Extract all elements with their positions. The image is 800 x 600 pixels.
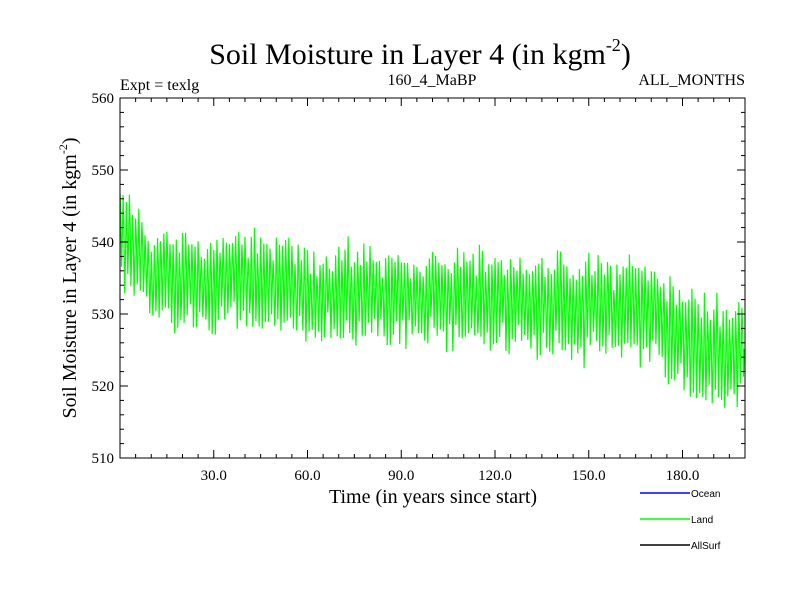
x-tick-label: 60.0 [294, 468, 320, 484]
y-axis-label-main: Soil Moisture in Layer 4 (in kgm [59, 154, 81, 419]
x-tick-label: 180.0 [666, 468, 700, 484]
chart-title-main: Soil Moisture in Layer 4 (in kgm [209, 38, 606, 71]
subtitle-right: ALL_MONTHS [638, 72, 745, 89]
y-axis-label-close: ) [59, 137, 81, 144]
x-tick-label: 90.0 [388, 468, 414, 484]
chart-title-close: ) [621, 38, 631, 71]
y-tick-label: 560 [92, 91, 115, 107]
y-tick-label: 540 [92, 235, 115, 251]
legend-label-land: Land [691, 515, 713, 526]
legend: Ocean Land AllSurf [640, 489, 721, 552]
chart-title-exponent: -2 [606, 35, 621, 55]
y-axis-label-exponent: -2 [56, 144, 70, 154]
y-tick-label: 520 [92, 379, 115, 395]
series-line-land [119, 193, 745, 408]
x-axis-label: Time (in years since start) [329, 486, 537, 508]
subtitle-center: 160_4_MaBP [388, 72, 477, 89]
y-tick-label: 510 [92, 451, 115, 467]
legend-label-ocean: Ocean [691, 489, 720, 500]
x-tick-label: 120.0 [478, 468, 512, 484]
subtitle-left: Expt = texlg [120, 77, 199, 94]
chart-title: Soil Moisture in Layer 4 (in kgm-2) [209, 35, 631, 71]
x-tick-label: 30.0 [201, 468, 227, 484]
y-tick-label: 550 [92, 163, 115, 179]
ticks-group: 30.0 60.0 90.0 120.0 150.0 180.0 510 520 530 540 5… [92, 91, 745, 484]
series-group [119, 193, 745, 408]
legend-label-allsurf: AllSurf [691, 541, 721, 552]
x-tick-label: 150.0 [572, 468, 606, 484]
y-tick-label: 530 [92, 307, 115, 323]
y-axis-label: Soil Moisture in Layer 4 (in kgm-2) [56, 137, 81, 418]
